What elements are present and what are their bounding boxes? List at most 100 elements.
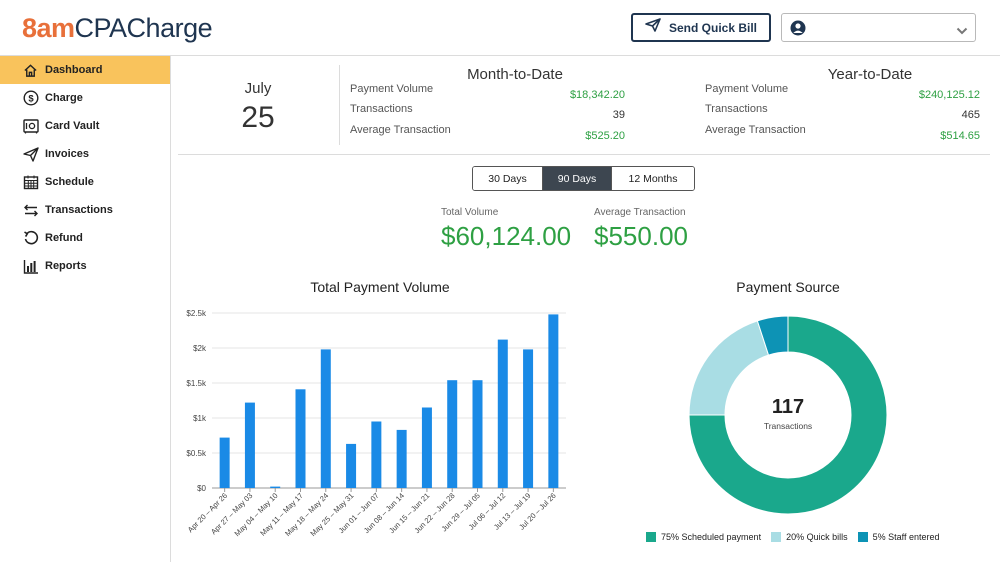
sidebar-item-label: Charge — [45, 92, 83, 104]
sidebar-item-card-vault[interactable]: Card Vault — [0, 112, 170, 140]
paper-plane-icon — [22, 146, 39, 163]
bar — [320, 349, 331, 488]
stat-label: Payment Volume — [350, 83, 434, 95]
sidebar-item-charge[interactable]: $ Charge — [0, 84, 170, 112]
send-quick-bill-label: Send Quick Bill — [668, 20, 758, 35]
bar — [295, 389, 306, 488]
paper-plane-icon — [645, 18, 661, 37]
bar-chart-icon — [22, 258, 39, 275]
bar — [548, 314, 559, 488]
total-volume-kpi: Total Volume $60,124.00 — [441, 207, 571, 252]
range-90-days-button[interactable]: 90 Days — [543, 167, 612, 190]
date-month: July — [244, 80, 272, 97]
bar — [346, 443, 357, 488]
bar — [472, 380, 483, 488]
legend-item: 20% Quick bills — [771, 532, 848, 542]
sidebar-item-label: Schedule — [45, 176, 94, 188]
month-to-date-summary: Month-to-Date Payment Volume $18,342.20 … — [350, 66, 625, 146]
legend-swatch — [646, 532, 656, 542]
sidebar-item-invoices[interactable]: Invoices — [0, 140, 170, 168]
divider — [178, 154, 990, 155]
send-quick-bill-button[interactable]: Send Quick Bill — [631, 13, 771, 42]
bar — [396, 429, 407, 488]
legend-item: 75% Scheduled payment — [646, 532, 761, 542]
sidebar-item-label: Dashboard — [45, 64, 103, 76]
stat-value: $240,125.12 — [918, 89, 980, 101]
sidebar-item-label: Card Vault — [45, 120, 100, 132]
payment-source-chart — [688, 315, 888, 515]
total-volume-value: $60,124.00 — [441, 221, 572, 251]
stat-label: Average Transaction — [350, 124, 451, 136]
date-day: 25 — [241, 101, 275, 134]
month-to-date-title: Month-to-Date — [467, 66, 563, 83]
bar — [270, 486, 281, 488]
divider — [339, 65, 340, 145]
range-12-months-button[interactable]: 12 Months — [612, 167, 694, 190]
bar — [447, 380, 458, 488]
current-date: July 25 — [198, 80, 318, 135]
average-transaction-kpi: Average Transaction $550.00 — [594, 207, 688, 252]
total-volume-label: Total Volume — [441, 207, 499, 218]
account-select[interactable] — [781, 13, 976, 42]
donut-center: 117 Transactions — [738, 396, 838, 431]
transactions-count: 117 — [771, 396, 805, 418]
dollar-circle-icon: $ — [22, 90, 39, 107]
donut-legend: 75% Scheduled payment 20% Quick bills 5%… — [646, 532, 950, 542]
card-vault-icon — [22, 118, 39, 135]
stat-value: 39 — [612, 109, 625, 121]
sidebar-item-schedule[interactable]: Schedule — [0, 168, 170, 196]
donut-slice — [688, 315, 888, 515]
legend-label: 20% Quick bills — [786, 532, 848, 542]
bar — [219, 437, 230, 488]
legend-label: 75% Scheduled payment — [661, 532, 762, 542]
sidebar: Dashboard $ Charge Card Vault Invoices S… — [0, 56, 171, 562]
transactions-count-label: Transactions — [763, 421, 813, 431]
transfer-arrows-icon — [22, 202, 39, 219]
stat-value: $525.20 — [585, 130, 625, 142]
bar — [371, 421, 382, 488]
stat-value: $18,342.20 — [569, 89, 625, 101]
donut-chart-title: Payment Source — [736, 279, 840, 295]
stat-label: Transactions — [350, 103, 413, 115]
stat-value: 465 — [961, 109, 980, 121]
average-transaction-value: $550.00 — [594, 221, 688, 251]
sidebar-item-label: Reports — [45, 260, 87, 272]
legend-item: 5% Staff entered — [857, 532, 940, 542]
bar — [244, 402, 255, 488]
stat-label: Payment Volume — [705, 83, 789, 95]
range-30-days-button[interactable]: 30 Days — [473, 167, 543, 190]
refund-arrow-icon — [22, 230, 39, 247]
average-transaction-label: Average Transaction — [594, 207, 686, 218]
stat-label: Transactions — [705, 103, 768, 115]
bar-chart-title: Total Payment Volume — [310, 279, 450, 295]
sidebar-item-label: Refund — [45, 232, 83, 244]
bar — [421, 407, 432, 488]
brand-name: CPACharge — [74, 12, 213, 43]
y-tick-label: $2.5k — [186, 309, 207, 318]
svg-text:$: $ — [28, 93, 34, 104]
year-to-date-summary: Year-to-Date Payment Volume $240,125.12 … — [705, 66, 980, 146]
sidebar-item-transactions[interactable]: Transactions — [0, 196, 170, 224]
brand-prefix: 8am — [22, 12, 75, 43]
sidebar-item-dashboard[interactable]: Dashboard — [0, 56, 170, 84]
sidebar-item-label: Invoices — [45, 148, 90, 160]
bar — [497, 339, 508, 488]
y-tick-label: $0.5k — [186, 449, 207, 458]
user-avatar-icon — [790, 20, 806, 41]
sidebar-item-reports[interactable]: Reports — [0, 252, 170, 280]
sidebar-item-refund[interactable]: Refund — [0, 224, 170, 252]
year-to-date-title: Year-to-Date — [827, 66, 913, 83]
brand-logo[interactable]: 8am CPACharge — [22, 10, 213, 46]
bar — [523, 349, 534, 488]
app-header: 8am CPACharge Send Quick Bill — [0, 0, 1000, 56]
y-tick-label: $1k — [193, 414, 207, 423]
donut-slice — [756, 315, 789, 356]
stat-label: Average Transaction — [705, 124, 806, 136]
y-tick-label: $1.5k — [186, 379, 207, 388]
y-tick-label: $2k — [193, 344, 207, 353]
stat-value: $514.65 — [940, 130, 980, 142]
y-tick-label: $0 — [197, 484, 206, 493]
home-icon — [22, 62, 39, 79]
sidebar-item-label: Transactions — [45, 204, 113, 216]
